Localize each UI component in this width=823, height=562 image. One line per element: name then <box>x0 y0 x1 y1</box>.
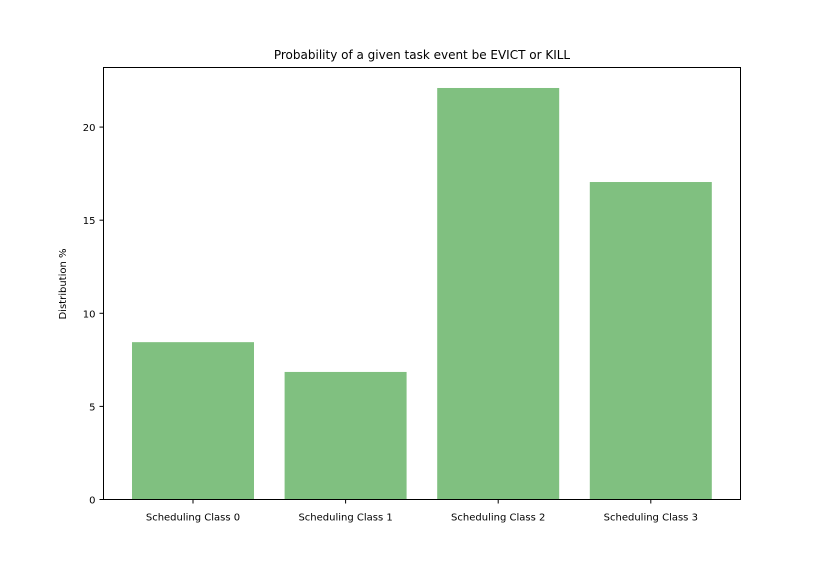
x-tick-label-3: Scheduling Class 3 <box>604 513 698 524</box>
x-tick-label-2: Scheduling Class 2 <box>451 513 545 524</box>
x-ticks-group: Scheduling Class 0 Scheduling Class 1 Sche… <box>146 499 698 524</box>
bars-group <box>132 87 712 500</box>
x-tick-label-1: Scheduling Class 1 <box>298 513 392 524</box>
y-tick-label-2: 10 <box>83 309 96 320</box>
plot-frame <box>103 67 741 500</box>
bar-2 <box>437 87 560 500</box>
y-axis-label: Distribution % <box>58 248 69 319</box>
bar-0 <box>132 342 254 500</box>
y-tick-label-4: 20 <box>83 123 96 134</box>
y-tick-label-3: 15 <box>83 216 96 227</box>
y-tick-label-1: 5 <box>89 402 95 413</box>
y-ticks-group: 0 5 10 15 20 <box>83 123 104 507</box>
y-tick-label-0: 0 <box>89 496 95 507</box>
x-tick-label-0: Scheduling Class 0 <box>146 513 240 524</box>
bar-3 <box>589 182 712 500</box>
chart-title: Probability of a given task event be EVI… <box>274 48 571 62</box>
bar-1 <box>284 371 407 500</box>
